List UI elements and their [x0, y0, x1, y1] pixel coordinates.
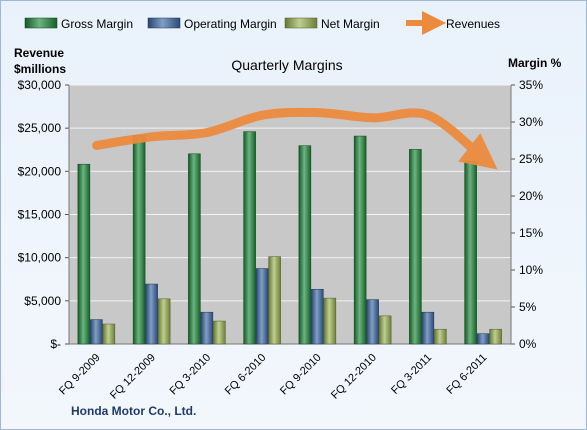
category-label: FQ 6-2011 [444, 352, 489, 397]
left-tick-label: $30,000 [18, 78, 62, 92]
legend-label-gross-margin: Gross Margin [61, 17, 133, 31]
right-tick-label: 10% [519, 263, 543, 277]
legend-label-operating-margin: Operating Margin [184, 17, 277, 31]
right-tick-label: 15% [519, 226, 543, 240]
left-tick-label: $5,000 [24, 294, 61, 308]
bar-operating-margin [476, 333, 490, 345]
bar-net-margin [157, 298, 171, 345]
bar-net-margin [489, 328, 502, 345]
right-tick-label: 35% [519, 78, 543, 92]
bars [77, 131, 502, 345]
bar-gross-margin [409, 149, 422, 345]
left-axis-label-line2: $millions [14, 62, 66, 76]
right-tick-label: 0% [519, 337, 537, 351]
bar-operating-margin [90, 319, 103, 345]
legend-label-net-margin: Net Margin [321, 17, 380, 31]
category-labels: FQ 9-2009 FQ 12-2009 FQ 3-2010 FQ 6-2010 FQ … [57, 352, 489, 402]
legend-swatch-operating-margin [147, 17, 181, 29]
left-tick-label: $15,000 [18, 208, 62, 222]
bar-gross-margin [298, 145, 312, 345]
left-tick-label: $10,000 [18, 251, 62, 265]
footer-label: Honda Motor Co., Ltd. [71, 404, 196, 418]
right-axis-label: Margin % [508, 56, 562, 70]
legend: Gross Margin Operating Margin Net Margin Re… [24, 11, 500, 35]
bar-net-margin [268, 256, 281, 345]
right-tick-label: 5% [519, 300, 537, 314]
category-label: FQ 6-2010 [223, 352, 269, 398]
bar-gross-margin [132, 135, 146, 345]
bar-gross-margin [77, 163, 91, 345]
left-axis-ticks: $- $5,000 $10,000 $15,000 $20,000 $25,000 $30,… [18, 78, 70, 351]
bar-operating-margin [311, 288, 324, 345]
chart-title: Quarterly Margins [231, 57, 342, 73]
bar-gross-margin [464, 160, 477, 345]
revenues-line [92, 107, 498, 170]
category-label: FQ 9-2009 [57, 352, 103, 398]
legend-swatch-gross-margin [24, 17, 58, 29]
bar-operating-margin [255, 268, 269, 345]
bar-gross-margin [353, 135, 367, 345]
left-axis-label-line1: Revenue [14, 46, 64, 60]
bar-net-margin [323, 297, 337, 345]
category-label: FQ 12-2010 [329, 352, 379, 402]
bar-operating-margin [145, 283, 158, 345]
left-tick-label: $25,000 [18, 121, 62, 135]
bar-gross-margin [188, 153, 201, 345]
left-tick-label: $- [50, 337, 61, 351]
bar-net-margin [102, 323, 116, 345]
legend-label-revenues: Revenues [446, 17, 500, 31]
right-tick-label: 25% [519, 152, 543, 166]
right-tick-label: 20% [519, 189, 543, 203]
right-axis-ticks: 0% 5% 10% 15% 20% 25% 30% 35% [510, 78, 543, 351]
bar-operating-margin [421, 311, 435, 345]
bar-operating-margin [366, 299, 379, 345]
category-label: FQ 12-2009 [108, 352, 158, 402]
bar-net-margin [378, 315, 392, 345]
category-label: FQ 3-2010 [168, 352, 214, 398]
bar-gross-margin [243, 131, 256, 345]
legend-swatch-net-margin [284, 17, 318, 29]
left-tick-label: $20,000 [18, 164, 62, 178]
category-label: FQ 9-2010 [278, 352, 324, 398]
revenue-line [92, 107, 498, 170]
bar-operating-margin [200, 311, 214, 345]
right-tick-label: 30% [519, 115, 543, 129]
bar-net-margin [213, 320, 226, 345]
category-label: FQ 3-2011 [389, 352, 434, 397]
bar-net-margin [434, 328, 447, 345]
